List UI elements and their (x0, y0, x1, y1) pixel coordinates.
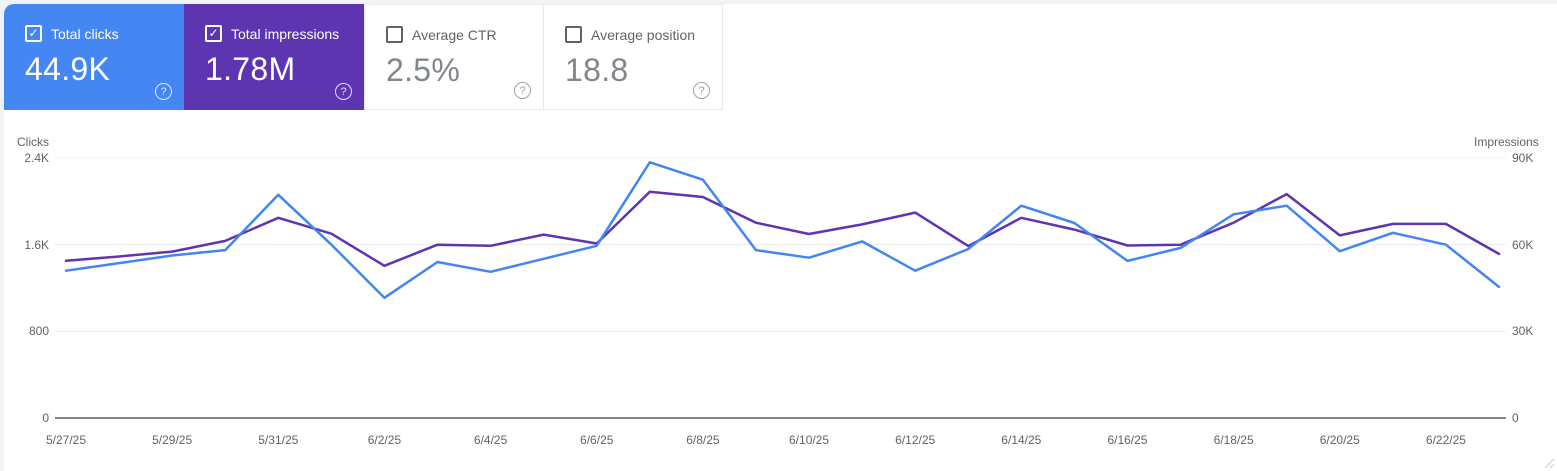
metric-card-total-impressions[interactable]: ✓ Total impressions 1.78M (184, 4, 364, 110)
help-icon[interactable] (155, 83, 172, 100)
right-axis-title: Impressions (1474, 135, 1539, 149)
x-axis-date-label: 6/20/25 (1319, 433, 1360, 447)
performance-panel: ✓ Total clicks 44.9K ✓ Total impressions… (4, 4, 1557, 471)
help-icon[interactable] (693, 82, 710, 99)
right-axis-tick: 60K (1512, 237, 1534, 252)
x-axis-date-label: 5/27/25 (45, 433, 87, 447)
metric-cards-row: ✓ Total clicks 44.9K ✓ Total impressions… (4, 4, 723, 110)
right-axis-tick: 90K (1512, 151, 1534, 165)
performance-chart[interactable]: Clicks Impressions 2.4K 90K 1.6K 60K 800 30K 0… (4, 4, 1557, 471)
average-position-value: 18.8 (565, 52, 629, 88)
x-axis-date-label: 6/16/25 (1107, 433, 1148, 447)
right-axis-tick: 30K (1512, 324, 1534, 339)
card-head: ✓ Total impressions (205, 25, 364, 42)
chart-canvas[interactable] (4, 4, 1557, 471)
metric-card-average-ctr[interactable]: Average CTR 2.5% (364, 4, 544, 110)
card-head: ✓ Total clicks (25, 25, 184, 42)
x-axis-date-label: 6/6/25 (580, 433, 614, 447)
help-icon[interactable] (514, 82, 531, 99)
left-axis-tick: 800 (28, 324, 49, 339)
right-axis-tick: 0 (1512, 411, 1519, 425)
card-label: Average CTR (412, 26, 497, 43)
x-axis-date-label: 6/14/25 (1001, 433, 1042, 447)
card-head: Average CTR (386, 26, 543, 43)
checkbox-total-clicks[interactable]: ✓ (25, 25, 42, 42)
checkbox-average-ctr[interactable] (386, 26, 403, 43)
left-axis-title: Clicks (17, 135, 49, 149)
clicks-line (64, 161, 1501, 300)
left-axis-tick: 2.4K (24, 151, 49, 165)
checkbox-total-impressions[interactable]: ✓ (205, 25, 222, 42)
resize-handle-icon[interactable] (1542, 456, 1555, 469)
metric-card-average-position[interactable]: Average position 18.8 (543, 4, 723, 110)
impressions-line (64, 190, 1501, 268)
average-ctr-value: 2.5% (386, 52, 461, 88)
checkbox-average-position[interactable] (565, 26, 582, 43)
card-label: Total impressions (231, 25, 340, 42)
left-axis-tick: 0 (42, 411, 49, 425)
x-axis-date-label: 6/12/25 (895, 433, 936, 447)
left-axis-tick: 1.6K (24, 237, 49, 252)
x-axis-date-label: 6/10/25 (789, 433, 830, 447)
x-axis-date-label: 6/22/25 (1425, 433, 1466, 447)
total-clicks-value: 44.9K (25, 51, 111, 87)
card-label: Total clicks (51, 25, 119, 42)
card-label: Average position (591, 26, 696, 43)
help-icon[interactable] (335, 83, 352, 100)
x-axis-date-label: 6/18/25 (1213, 433, 1254, 447)
card-head: Average position (565, 26, 722, 43)
x-axis-date-label: 6/2/25 (367, 433, 402, 447)
x-axis-date-label: 6/8/25 (686, 433, 720, 447)
x-axis-date-label: 5/29/25 (152, 433, 193, 447)
x-axis-date-label: 6/4/25 (473, 433, 508, 447)
x-axis-date-label: 5/31/25 (258, 433, 299, 447)
total-impressions-value: 1.78M (205, 51, 296, 87)
metric-card-total-clicks[interactable]: ✓ Total clicks 44.9K (4, 4, 184, 110)
